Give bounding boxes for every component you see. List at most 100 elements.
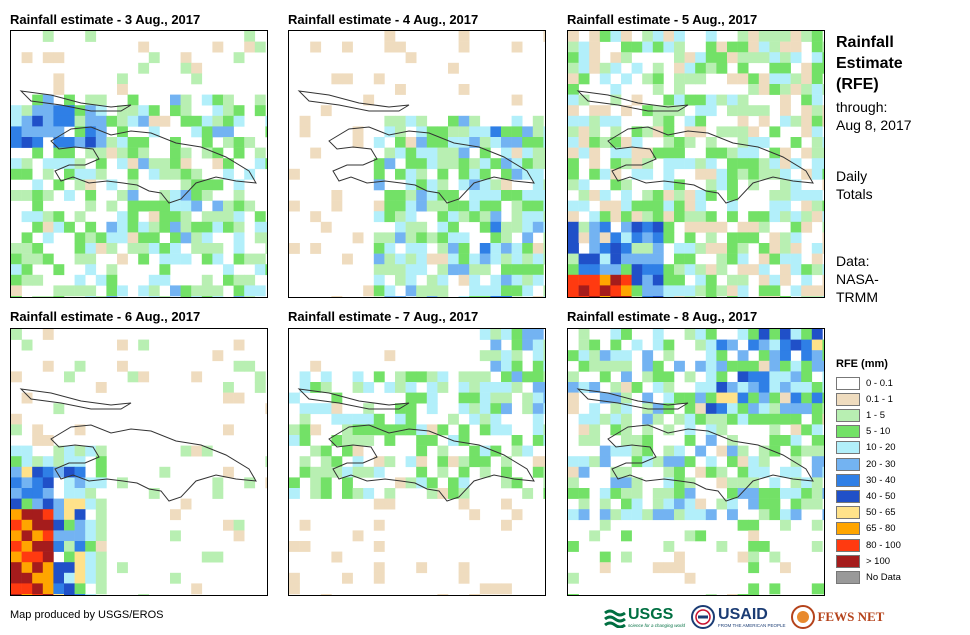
rainfall-cell [801, 200, 813, 212]
rainfall-cell [53, 179, 65, 191]
rainfall-cell [320, 456, 332, 468]
rainfall-cell [21, 509, 33, 521]
rainfall-cell [748, 232, 760, 244]
rainfall-cell [695, 94, 707, 106]
rainfall-cell [53, 126, 65, 138]
rainfall-cell [578, 339, 590, 351]
rainfall-cell [652, 200, 664, 212]
rainfall-cell [631, 274, 643, 286]
rainfall-cell [737, 94, 749, 106]
rainfall-cell [511, 350, 523, 362]
rainfall-cell [223, 264, 234, 276]
rainfall-cell [610, 94, 622, 106]
rainfall-cell [384, 200, 396, 212]
rainfall-cell [822, 382, 824, 393]
rainfall-cell [631, 232, 643, 244]
side-title-line: (RFE) [836, 76, 879, 93]
rainfall-cell [127, 94, 139, 106]
rainfall-cell [663, 466, 675, 478]
rainfall-cell [74, 541, 86, 552]
rainfall-cell [53, 285, 65, 297]
rainfall-cell [822, 41, 824, 53]
rainfall-cell [610, 232, 622, 244]
rainfall-cell [801, 221, 813, 233]
rainfall-cell [416, 285, 428, 297]
rainfall-cell [320, 477, 332, 489]
rainfall-cell [780, 158, 791, 170]
rainfall-cell [801, 350, 813, 362]
rainfall-cell [801, 285, 813, 297]
coastline-outline [607, 424, 814, 502]
rainfall-cell [117, 190, 128, 201]
rainfall-cell [448, 477, 459, 489]
rainfall-cell [758, 445, 770, 457]
rainfall-cell [716, 264, 728, 276]
rainfall-cell [589, 435, 601, 446]
rainfall-cell [212, 211, 224, 223]
rainfall-cell [758, 488, 770, 499]
rainfall-cell [437, 158, 449, 170]
rainfall-cell [138, 115, 150, 127]
data-source-line: NASA- [836, 271, 879, 287]
rainfall-cell [674, 147, 685, 159]
rainfall-cell [180, 221, 192, 233]
rainfall-cell [405, 190, 417, 201]
rainfall-cell [170, 509, 181, 521]
rainfall-cell [42, 115, 54, 127]
legend-swatch [836, 506, 860, 520]
rainfall-cell [254, 221, 266, 233]
rainfall-cell [522, 190, 534, 201]
rainfall-cell [543, 190, 545, 201]
rainfall-cell [74, 168, 86, 180]
rainfall-cell [201, 253, 213, 265]
rainfall-cell [737, 477, 749, 489]
rainfall-cell [748, 179, 760, 191]
panel-title-aug4: Rainfall estimate - 4 Aug., 2017 [288, 12, 479, 27]
rainfall-cell [610, 52, 622, 64]
rainfall-cell [780, 413, 791, 425]
rainfall-cell [769, 371, 781, 383]
rainfall-cell [642, 371, 654, 383]
rainfall-cell [727, 274, 738, 286]
rainfall-cell [21, 477, 33, 489]
rainfall-cell [642, 296, 654, 297]
rainfall-cell [621, 179, 632, 191]
rainfall-cell [201, 94, 213, 106]
rainfall-cell [727, 339, 738, 351]
rainfall-cell [127, 371, 139, 383]
rainfall-cell [11, 264, 22, 276]
rainfall-cell [652, 329, 664, 340]
rainfall-cell [32, 477, 44, 489]
rainfall-cell [74, 551, 86, 563]
rainfall-cell [801, 445, 813, 457]
rainfall-cell [395, 41, 406, 53]
rainfall-cell [426, 274, 438, 286]
rainfall-cell [201, 115, 213, 127]
rainfall-cell [705, 105, 717, 117]
rainfall-cell [748, 211, 760, 223]
rainfall-cell [11, 594, 22, 595]
rainfall-cell [780, 519, 791, 531]
rainfall-cell [21, 243, 33, 254]
rainfall-cell [170, 200, 181, 212]
rainfall-cell [716, 350, 728, 362]
rainfall-cell [610, 445, 622, 457]
rainfall-cell [716, 62, 728, 74]
rainfall-cell [780, 84, 791, 95]
rainfall-cell [32, 147, 44, 159]
rainfall-cell [244, 477, 256, 489]
rainfall-cell [780, 147, 791, 159]
rainfall-cell [437, 488, 449, 499]
rainfall-cell [21, 211, 33, 223]
rainfall-cell [568, 200, 579, 212]
rainfall-cell [180, 179, 192, 191]
rainfall-cell [21, 168, 33, 180]
rainfall-cell [148, 211, 160, 223]
rainfall-cell [490, 350, 502, 362]
rainfall-cell [117, 137, 128, 148]
rainfall-cell [265, 477, 267, 489]
rainfall-cell [42, 360, 54, 372]
rainfall-cell [106, 296, 118, 297]
rainfall-cell [522, 488, 534, 499]
rainfall-cell [148, 105, 160, 117]
